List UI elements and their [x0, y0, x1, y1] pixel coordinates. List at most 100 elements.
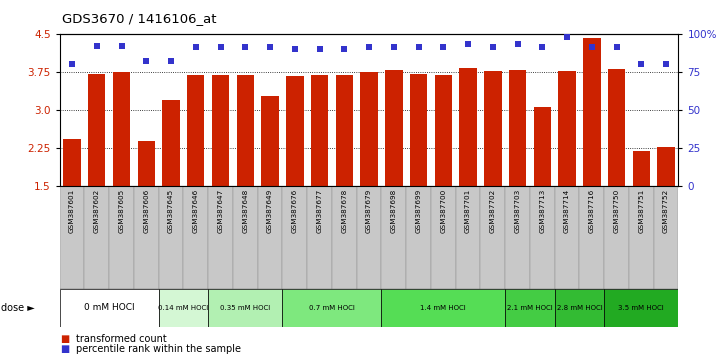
Point	[165, 58, 177, 64]
Text: ■: ■	[60, 344, 69, 354]
Text: GSM387645: GSM387645	[168, 189, 174, 233]
Point	[363, 45, 375, 50]
Text: GSM387716: GSM387716	[589, 189, 595, 233]
Bar	[484, 71, 502, 186]
Text: GSM387601: GSM387601	[69, 189, 75, 233]
Bar	[60, 186, 84, 289]
Bar	[604, 289, 678, 327]
Bar	[509, 70, 526, 186]
Text: 3.5 mM HOCl: 3.5 mM HOCl	[619, 305, 664, 311]
Bar	[63, 139, 81, 186]
Text: GSM387714: GSM387714	[564, 189, 570, 233]
Bar	[258, 186, 282, 289]
Bar	[381, 289, 505, 327]
Point	[462, 41, 474, 47]
Point	[537, 45, 548, 50]
Bar	[555, 289, 604, 327]
Text: GSM387605: GSM387605	[119, 189, 124, 233]
Bar	[261, 96, 279, 186]
Text: GSM387752: GSM387752	[663, 189, 669, 233]
Text: dose ►: dose ►	[1, 303, 34, 313]
Bar	[530, 186, 555, 289]
Point	[314, 46, 325, 52]
Point	[215, 45, 226, 50]
Bar	[336, 75, 353, 186]
Text: 2.8 mM HOCl: 2.8 mM HOCl	[557, 305, 602, 311]
Point	[611, 45, 622, 50]
Text: GSM387701: GSM387701	[465, 189, 471, 233]
Text: percentile rank within the sample: percentile rank within the sample	[76, 344, 241, 354]
Text: 0.7 mM HOCl: 0.7 mM HOCl	[309, 305, 355, 311]
Bar	[657, 147, 675, 186]
Bar	[608, 69, 625, 186]
Bar	[654, 186, 678, 289]
Bar	[480, 186, 505, 289]
Point	[512, 41, 523, 47]
Point	[141, 58, 152, 64]
Bar	[381, 186, 406, 289]
Text: 0.14 mM HOCl: 0.14 mM HOCl	[158, 305, 209, 311]
Point	[388, 45, 400, 50]
Text: GSM387700: GSM387700	[440, 189, 446, 233]
Text: GSM387646: GSM387646	[193, 189, 199, 233]
Text: GSM387751: GSM387751	[638, 189, 644, 233]
Point	[586, 45, 598, 50]
Bar	[183, 186, 208, 289]
Bar	[60, 289, 159, 327]
Bar	[534, 107, 551, 186]
Point	[240, 45, 251, 50]
Bar	[208, 186, 233, 289]
Text: GSM387703: GSM387703	[515, 189, 521, 233]
Point	[487, 45, 499, 50]
Point	[116, 43, 127, 48]
Bar	[456, 186, 480, 289]
Bar	[159, 186, 183, 289]
Bar	[357, 186, 381, 289]
Text: GSM387679: GSM387679	[366, 189, 372, 233]
Bar	[109, 186, 134, 289]
Text: GSM387713: GSM387713	[539, 189, 545, 233]
Bar	[604, 186, 629, 289]
Point	[413, 45, 424, 50]
Text: 0 mM HOCl: 0 mM HOCl	[84, 303, 135, 313]
Point	[264, 45, 276, 50]
Bar	[311, 75, 328, 186]
Text: GSM387606: GSM387606	[143, 189, 149, 233]
Bar	[332, 186, 357, 289]
Bar	[406, 186, 431, 289]
Text: GSM387647: GSM387647	[218, 189, 223, 233]
Text: GSM387676: GSM387676	[292, 189, 298, 233]
Bar	[233, 186, 258, 289]
Text: GSM387678: GSM387678	[341, 189, 347, 233]
Bar	[431, 186, 456, 289]
Bar	[410, 74, 427, 186]
Point	[190, 45, 202, 50]
Bar	[237, 75, 254, 186]
Bar	[282, 186, 307, 289]
Bar	[505, 186, 530, 289]
Bar	[286, 76, 304, 186]
Bar	[583, 38, 601, 186]
Point	[561, 34, 573, 40]
Bar	[558, 71, 576, 186]
Text: 0.35 mM HOCl: 0.35 mM HOCl	[220, 305, 271, 311]
Text: GSM387699: GSM387699	[416, 189, 422, 233]
Bar	[633, 151, 650, 186]
Text: GSM387602: GSM387602	[94, 189, 100, 233]
Bar	[208, 289, 282, 327]
Bar	[134, 186, 159, 289]
Text: 1.4 mM HOCl: 1.4 mM HOCl	[421, 305, 466, 311]
Bar	[159, 289, 208, 327]
Bar	[307, 186, 332, 289]
Point	[289, 46, 301, 52]
Bar	[212, 75, 229, 186]
Bar	[282, 289, 381, 327]
Bar	[113, 72, 130, 186]
Bar	[629, 186, 654, 289]
Bar	[88, 74, 106, 186]
Text: GSM387702: GSM387702	[490, 189, 496, 233]
Bar	[385, 70, 403, 186]
Bar	[579, 186, 604, 289]
Bar	[84, 186, 109, 289]
Point	[339, 46, 350, 52]
